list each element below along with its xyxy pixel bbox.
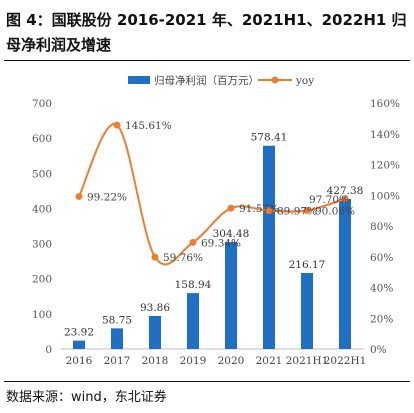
profit-bar xyxy=(111,328,123,349)
profit-bar xyxy=(301,273,313,349)
y-left-tick-label: 500 xyxy=(32,168,52,180)
y-left-tick-label: 600 xyxy=(32,133,52,145)
y-left-tick-label: 100 xyxy=(32,309,52,321)
x-tick-label: 2022H1 xyxy=(324,355,367,367)
bar-value-label: 578.41 xyxy=(251,132,288,144)
bar-value-label: 216.17 xyxy=(289,259,326,271)
y-right-tick-label: 0% xyxy=(370,344,387,356)
yoy-value-label: 59.76% xyxy=(163,252,203,264)
y-right-tick-label: 80% xyxy=(370,221,393,233)
y-right-tick-label: 40% xyxy=(370,283,393,295)
x-tick-label: 2019 xyxy=(180,355,207,367)
yoy-value-label: 90.06% xyxy=(315,206,355,218)
yoy-value-label: 145.61% xyxy=(125,120,172,132)
yoy-point xyxy=(227,204,235,212)
yoy-value-label: 89.97% xyxy=(277,206,317,218)
profit-bar xyxy=(73,340,85,349)
yoy-point xyxy=(75,192,83,200)
chart-legend: 归母净利润（百万元） yoy xyxy=(128,74,314,87)
figure-title: 图 4：国联股份 2016-2021 年、2021H1、2022H1 归母净利润… xyxy=(6,11,407,54)
y-right-tick-label: 160% xyxy=(370,98,400,110)
yoy-value-label: 91.57% xyxy=(239,203,279,215)
y-left-tick-label: 700 xyxy=(32,98,52,110)
data-labels: 23.92 58.75 93.86 158.94 304.48 578.41 216.17 4… xyxy=(64,120,363,338)
yoy-point xyxy=(151,253,159,261)
yoy-series xyxy=(75,121,349,266)
profit-bar xyxy=(149,316,161,349)
x-tick-label: 2017 xyxy=(104,355,131,367)
bar-value-label: 58.75 xyxy=(102,314,132,326)
yoy-point xyxy=(189,238,197,246)
y-right-tick-label: 60% xyxy=(370,252,393,264)
yoy-point xyxy=(303,207,311,215)
yoy-point xyxy=(113,121,121,129)
profit-bar xyxy=(187,293,199,349)
bar-value-label: 304.48 xyxy=(213,228,250,240)
y-right-tick-label: 120% xyxy=(370,160,400,172)
x-tick-label: 2020 xyxy=(218,355,245,367)
y-left-tick-label: 400 xyxy=(32,203,52,215)
bar-value-label: 93.86 xyxy=(140,302,170,314)
yoy-value-label: 69.34% xyxy=(201,237,241,249)
x-tick-label: 2021H1 xyxy=(286,355,329,367)
profit-bar xyxy=(225,241,237,349)
profit-bar xyxy=(339,198,351,349)
yoy-point xyxy=(265,207,273,215)
source-note: 数据来源：wind，东北证券 xyxy=(6,390,167,405)
legend-line-label: yoy xyxy=(295,75,314,87)
y-right-tick-label: 20% xyxy=(370,313,393,325)
title-rule xyxy=(4,60,410,61)
x-tick-label: 2016 xyxy=(66,355,93,367)
source-rule xyxy=(4,381,410,382)
y-right-tick-label: 100% xyxy=(370,190,400,202)
yoy-value-label: 99.22% xyxy=(87,191,127,203)
legend-line-marker xyxy=(271,76,279,84)
yoy-value-label: 97.70% xyxy=(309,194,349,206)
x-tick-label: 2018 xyxy=(142,355,169,367)
bar-value-label: 23.92 xyxy=(64,327,94,339)
yoy-point xyxy=(341,195,349,203)
y-right-tick-label: 140% xyxy=(370,129,400,141)
y-left-tick-label: 0 xyxy=(45,344,52,356)
y-left-tick-label: 300 xyxy=(32,239,52,251)
profit-bar xyxy=(263,145,275,349)
x-tick-label: 2021 xyxy=(256,355,283,367)
bar-value-label: 158.94 xyxy=(175,279,212,291)
bar-series xyxy=(73,145,351,349)
y-left-tick-label: 200 xyxy=(32,274,52,286)
legend-bar-label: 归母净利润（百万元） xyxy=(154,74,259,87)
bar-value-label: 427.38 xyxy=(327,185,364,197)
legend-bar-swatch xyxy=(128,76,150,84)
chart-axes: 0 100 200 300 400 500 600 700 0% 20% 40% 60% 80% 100%… xyxy=(32,98,400,367)
